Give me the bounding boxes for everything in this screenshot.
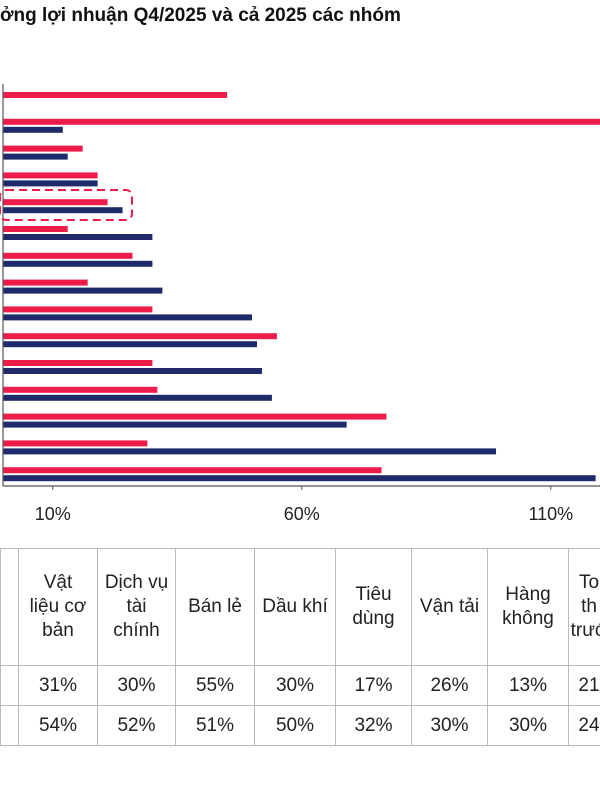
table-row: 31% 30% 55% 30% 17% 26% 13% 21	[0, 665, 600, 706]
table-cell: 52%	[97, 705, 176, 746]
bar	[3, 333, 277, 340]
table-cell: 31%	[18, 665, 98, 706]
bar	[3, 413, 387, 420]
bar	[3, 368, 262, 374]
x-tick-label: 10%	[35, 504, 71, 524]
table-cell: To th trướ	[568, 548, 600, 666]
table-cell: 30%	[254, 665, 336, 706]
table-cell: 50%	[254, 705, 336, 746]
table-cell: 54%	[18, 705, 98, 746]
bar	[3, 234, 153, 240]
bar	[3, 180, 98, 187]
table-cell: Tiêu dùng	[335, 548, 412, 666]
x-tick-label: 110%	[528, 504, 573, 524]
bar	[3, 145, 83, 152]
table-cell: Vận tải	[411, 548, 488, 666]
table-cell-empty	[0, 665, 19, 706]
table-row: 54% 52% 51% 50% 32% 30% 30% 24	[0, 705, 600, 746]
bar	[3, 421, 347, 428]
table-cell: 24	[568, 705, 600, 746]
bar	[3, 341, 257, 348]
bar	[3, 252, 133, 259]
table-cell: 30%	[487, 705, 569, 746]
table-cell: 55%	[175, 665, 255, 706]
table-cell: 21	[568, 665, 600, 706]
data-table: Vật liệu cơ bản Dịch vụ tài chính Bán lẻ Dầ…	[0, 548, 600, 746]
bar	[3, 386, 158, 393]
table-cell: Hàng không	[487, 548, 569, 666]
table-cell: 30%	[411, 705, 488, 746]
bar	[3, 118, 600, 125]
bar	[3, 314, 252, 321]
bar	[3, 207, 123, 214]
chart-title: ởng lợi nhuận Q4/2025 và cả 2025 các nhó…	[0, 5, 401, 26]
table-cell: 30%	[97, 665, 176, 706]
bar	[3, 475, 596, 482]
table-cell: Dầu khí	[254, 548, 336, 666]
bar	[3, 467, 382, 474]
bar	[3, 287, 163, 294]
x-tick-label: 60%	[284, 504, 320, 524]
bar	[3, 226, 68, 232]
chart: ởng lợi nhuận Q4/2025 và cả 2025 các nhó…	[0, 5, 600, 524]
bar	[3, 440, 148, 447]
bar	[3, 360, 153, 366]
table-cell: 32%	[335, 705, 412, 746]
table-cell: Bán lẻ	[175, 548, 255, 666]
bar	[3, 279, 88, 286]
bar	[3, 172, 98, 179]
bar	[3, 126, 63, 133]
table-cell: Dịch vụ tài chính	[97, 548, 176, 666]
table-cell: 26%	[411, 665, 488, 706]
table-cell-empty	[0, 548, 19, 666]
table-cell: 13%	[487, 665, 569, 706]
bar	[3, 394, 272, 401]
table-cell-empty	[0, 705, 19, 746]
table-cell: 51%	[175, 705, 255, 746]
bar	[3, 153, 68, 160]
header-row: Vật liệu cơ bản Dịch vụ tài chính Bán lẻ Dầ…	[0, 548, 600, 666]
bar	[3, 199, 108, 206]
bar	[3, 448, 497, 455]
bar	[3, 92, 228, 98]
table-cell: Vật liệu cơ bản	[18, 548, 98, 666]
highlight-box	[0, 189, 133, 221]
bar	[3, 306, 153, 313]
bar	[3, 260, 153, 267]
table-cell: 17%	[335, 665, 412, 706]
